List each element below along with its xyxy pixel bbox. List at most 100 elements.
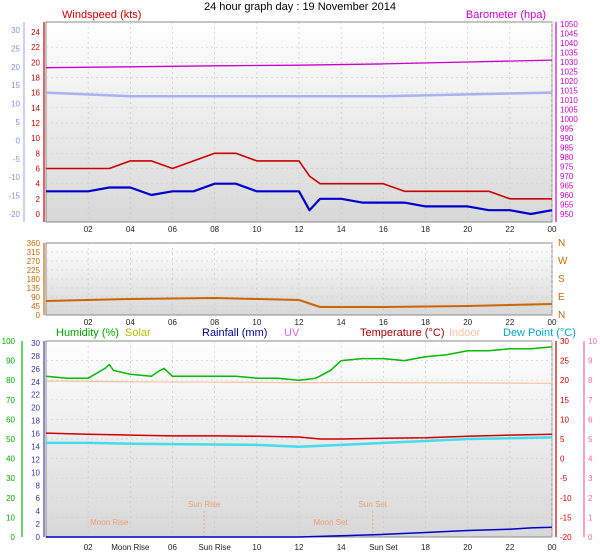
direction-tick: 135 bbox=[27, 284, 41, 293]
direction-tick: 180 bbox=[27, 275, 41, 284]
compass-tick: S bbox=[558, 274, 565, 285]
humidity-tick: 0 bbox=[11, 533, 16, 542]
humidity-tick: 60 bbox=[6, 415, 15, 424]
wind-chill-tick: 10 bbox=[11, 100, 20, 109]
legend-uv: UV bbox=[284, 327, 300, 339]
uv-tick: 2 bbox=[588, 494, 593, 503]
barometer-tick: 965 bbox=[560, 182, 574, 191]
temperature-tick: 25 bbox=[560, 357, 569, 366]
uv-tick: 10 bbox=[588, 337, 597, 346]
hour-tick: 06 bbox=[168, 225, 177, 234]
humidity-tick: 70 bbox=[6, 396, 15, 405]
uv-tick: 4 bbox=[588, 455, 593, 464]
direction-tick: 90 bbox=[31, 293, 40, 302]
hour-tick: 04 bbox=[126, 225, 135, 234]
temperature-tick: 5 bbox=[560, 435, 565, 444]
event-label: Sun Rise bbox=[188, 500, 221, 509]
rain-tick: 28 bbox=[31, 352, 40, 361]
hour-tick: 22 bbox=[505, 225, 514, 234]
gust-line bbox=[46, 182, 553, 216]
rain-tick: 12 bbox=[31, 455, 40, 464]
barometer-tick: 1000 bbox=[560, 115, 578, 124]
barometer-tick: 950 bbox=[560, 210, 574, 219]
barometer-tick: 970 bbox=[560, 172, 574, 181]
humidity-tick: 20 bbox=[6, 494, 15, 503]
direction-tick: 360 bbox=[27, 239, 41, 248]
windspeed-tick: 14 bbox=[31, 104, 40, 113]
hour-tick: 20 bbox=[463, 543, 472, 552]
humidity-tick: 40 bbox=[6, 455, 15, 464]
barometer-line bbox=[45, 59, 553, 69]
hour-tick: Sun Rise bbox=[198, 543, 231, 552]
rain-tick: 24 bbox=[31, 378, 40, 387]
hour-tick: 06 bbox=[168, 543, 177, 552]
wind-chill-tick: -10 bbox=[8, 173, 20, 182]
barometer-tick: 985 bbox=[560, 144, 574, 153]
rain-tick: 20 bbox=[31, 404, 40, 413]
hour-tick: 16 bbox=[379, 318, 388, 327]
hour-tick: 20 bbox=[463, 318, 472, 327]
hour-tick: 12 bbox=[295, 318, 304, 327]
temperature-tick: 0 bbox=[560, 455, 565, 464]
compass-tick: E bbox=[558, 292, 565, 303]
hour-tick: 10 bbox=[252, 225, 261, 234]
barometer-tick: 1020 bbox=[560, 77, 578, 86]
humidity-tick: 50 bbox=[6, 435, 15, 444]
hour-tick: 16 bbox=[379, 225, 388, 234]
hour-tick: 14 bbox=[337, 225, 346, 234]
hour-tick: 00 bbox=[548, 225, 557, 234]
hour-tick: 22 bbox=[505, 318, 514, 327]
windspeed-tick: 6 bbox=[36, 165, 41, 174]
wind-chill-tick: -5 bbox=[13, 155, 21, 164]
hour-tick: 18 bbox=[421, 543, 430, 552]
barometer-tick: 955 bbox=[560, 201, 574, 210]
humidity-tick: 80 bbox=[6, 376, 15, 385]
barometer-tick: 1010 bbox=[560, 96, 578, 105]
humidity-line bbox=[45, 346, 553, 381]
direction-tick: 45 bbox=[31, 302, 40, 311]
barometer-tick: 1030 bbox=[560, 58, 578, 67]
humidity-tick: 10 bbox=[6, 513, 15, 522]
legend-humidity: Humidity (%) bbox=[56, 327, 119, 339]
hour-tick: 18 bbox=[421, 318, 430, 327]
rain-tick: 8 bbox=[36, 481, 41, 490]
barometer-tick: 1005 bbox=[560, 106, 578, 115]
windspeed-line bbox=[46, 152, 552, 200]
wind-chill-tick: -20 bbox=[8, 210, 20, 219]
hour-tick: 00 bbox=[548, 543, 557, 552]
temperature-tick: -20 bbox=[560, 533, 572, 542]
chart-title: 24 hour graph day : 19 November 2014 bbox=[204, 1, 396, 13]
hour-tick: 12 bbox=[295, 225, 304, 234]
hour-tick: 08 bbox=[210, 225, 219, 234]
wind-chill-tick: 25 bbox=[11, 44, 20, 53]
event-label: Moon Rise bbox=[90, 518, 129, 527]
humidity-tick: 100 bbox=[2, 337, 16, 346]
hour-tick: 00 bbox=[548, 318, 557, 327]
barometer-tick: 1040 bbox=[560, 39, 578, 48]
uv-tick: 6 bbox=[588, 415, 593, 424]
hour-tick: 14 bbox=[337, 543, 346, 552]
windspeed-axis-label: Windspeed (kts) bbox=[62, 9, 141, 21]
rain-tick: 30 bbox=[31, 339, 40, 348]
humidity-tick: 90 bbox=[6, 357, 15, 366]
event-label: Sun Set bbox=[359, 500, 388, 509]
wind-chill-tick: 0 bbox=[16, 136, 21, 145]
legend-dew-point-c: Dew Point (°C) bbox=[503, 327, 576, 339]
windspeed-tick: 18 bbox=[31, 74, 40, 83]
rain-tick: 2 bbox=[36, 520, 41, 529]
windspeed-tick: 12 bbox=[31, 119, 40, 128]
hour-tick: 02 bbox=[84, 318, 93, 327]
windspeed-tick: 4 bbox=[36, 180, 41, 189]
windspeed-tick: 20 bbox=[31, 58, 40, 67]
barometer-axis-label: Barometer (hpa) bbox=[466, 9, 546, 21]
legend-indoor: Indoor bbox=[449, 327, 481, 339]
temperature-tick: -5 bbox=[560, 474, 568, 483]
indoor-line bbox=[45, 380, 553, 384]
hour-tick: 22 bbox=[505, 543, 514, 552]
legend-rainfall-mm: Rainfall (mm) bbox=[202, 327, 267, 339]
temperature-line bbox=[45, 432, 553, 440]
compass-tick: N bbox=[558, 310, 565, 321]
hour-tick: 02 bbox=[84, 543, 93, 552]
hour-tick: 04 bbox=[126, 318, 135, 327]
event-label: Moon Set bbox=[314, 518, 349, 527]
